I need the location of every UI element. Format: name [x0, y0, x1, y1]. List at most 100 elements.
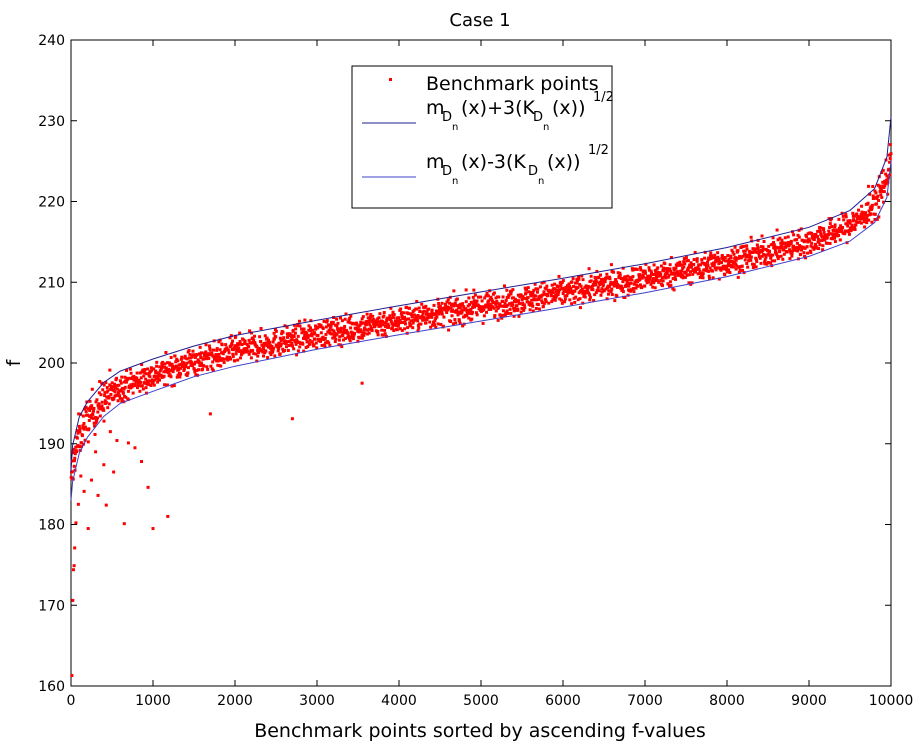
data-point	[649, 282, 653, 286]
data-point	[529, 290, 533, 294]
data-point	[828, 222, 832, 226]
data-point	[217, 352, 221, 356]
data-point	[361, 321, 365, 325]
data-point	[351, 335, 355, 339]
data-point	[349, 330, 353, 334]
data-point	[505, 309, 509, 313]
data-point	[135, 376, 139, 380]
data-point	[588, 298, 592, 302]
data-point	[449, 320, 453, 324]
data-point	[763, 260, 767, 264]
data-point	[495, 301, 499, 305]
data-point	[638, 266, 642, 270]
data-point	[176, 373, 180, 377]
data-point	[199, 361, 203, 365]
data-point	[753, 248, 757, 252]
data-point	[535, 290, 539, 294]
data-point	[600, 290, 604, 294]
data-point	[253, 334, 257, 338]
data-point	[101, 407, 105, 411]
data-point	[245, 347, 249, 351]
data-point	[453, 318, 457, 322]
legend-entry-benchmark: Benchmark points	[389, 73, 599, 95]
data-point	[392, 313, 396, 317]
data-point	[222, 361, 226, 365]
data-point	[578, 282, 582, 286]
data-point	[349, 335, 353, 339]
data-point	[873, 218, 877, 222]
data-point-outlier	[112, 470, 116, 474]
data-point	[726, 254, 730, 258]
data-point	[851, 211, 855, 215]
data-point	[873, 212, 877, 216]
data-point	[512, 309, 516, 313]
data-point	[717, 257, 721, 261]
data-point-outlier	[76, 502, 80, 506]
data-point	[848, 221, 852, 225]
data-point	[695, 259, 699, 263]
data-point	[754, 265, 758, 269]
data-point	[505, 288, 509, 292]
data-point	[522, 303, 526, 307]
data-point	[175, 375, 179, 379]
data-point	[852, 218, 856, 222]
data-point	[537, 307, 541, 311]
data-point	[314, 324, 318, 328]
data-point	[138, 371, 142, 375]
data-point	[841, 226, 845, 230]
data-point	[337, 338, 341, 342]
data-point	[528, 308, 532, 312]
data-point	[666, 282, 670, 286]
data-point	[498, 302, 502, 306]
data-point	[313, 337, 317, 341]
data-point	[417, 326, 421, 330]
data-point	[494, 309, 498, 313]
data-point	[254, 352, 258, 356]
data-point	[725, 270, 729, 274]
data-point	[281, 330, 285, 334]
data-point	[762, 253, 766, 257]
series-line-upper	[70, 116, 892, 473]
data-point	[356, 339, 360, 343]
data-point	[520, 297, 524, 301]
data-point	[605, 297, 609, 301]
data-point	[676, 270, 680, 274]
data-point	[90, 404, 94, 408]
data-point	[265, 336, 269, 340]
data-point	[382, 314, 386, 318]
data-point	[306, 335, 310, 339]
data-point	[392, 329, 396, 333]
data-point	[262, 344, 266, 348]
data-point	[180, 355, 184, 359]
data-point	[235, 349, 239, 353]
data-point	[422, 315, 426, 319]
data-marks	[69, 116, 893, 678]
data-point	[727, 268, 731, 272]
data-point	[636, 284, 640, 288]
data-point	[504, 311, 508, 315]
data-point	[120, 397, 124, 401]
data-point	[530, 298, 534, 302]
data-point	[772, 243, 776, 247]
data-point	[531, 291, 535, 295]
data-point	[738, 268, 742, 272]
data-point	[131, 382, 135, 386]
data-point	[86, 413, 90, 417]
data-point	[788, 248, 792, 252]
data-point	[347, 337, 351, 341]
data-point	[836, 229, 840, 233]
data-point	[474, 311, 478, 315]
data-point	[436, 322, 440, 326]
data-point	[654, 271, 658, 275]
data-point	[737, 256, 741, 260]
data-point	[83, 438, 87, 442]
data-point	[461, 302, 465, 306]
data-point	[544, 287, 548, 291]
data-point	[888, 143, 892, 147]
y-tick-label: 200	[38, 356, 65, 372]
data-point	[416, 329, 420, 333]
data-point	[833, 223, 837, 227]
data-point	[83, 425, 87, 429]
data-point	[452, 303, 456, 307]
data-point	[496, 318, 500, 322]
